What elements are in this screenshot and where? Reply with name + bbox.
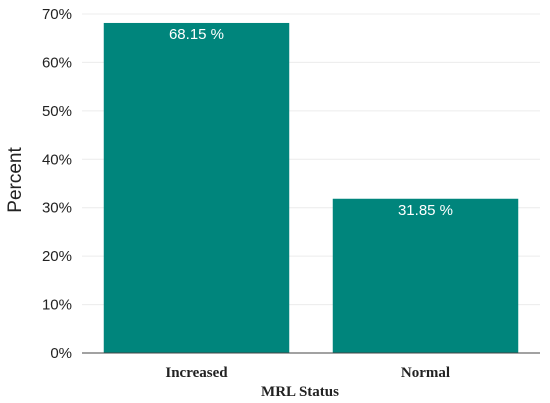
x-tick-label: Normal (401, 365, 450, 381)
bar-increased (103, 22, 290, 353)
x-axis-ticks: Increased Normal (165, 365, 450, 381)
y-tick-label: 10% (42, 297, 72, 314)
y-tick-label: 70% (42, 6, 72, 23)
y-axis-ticks: 0% 10% 20% 30% 40% 50% 60% 70% (42, 6, 72, 362)
y-tick-label: 30% (42, 200, 72, 217)
bars (103, 22, 519, 353)
y-tick-label: 40% (42, 151, 72, 168)
y-axis-title: Percent (5, 147, 26, 213)
data-label: 31.85 % (398, 202, 453, 219)
y-tick-label: 50% (42, 103, 72, 120)
x-axis-title: MRL Status (261, 384, 339, 400)
data-labels: 68.15 % 31.85 % (169, 26, 453, 219)
x-tick-label: Increased (165, 365, 228, 381)
y-tick-label: 0% (50, 345, 72, 362)
bar-normal (332, 198, 519, 353)
data-label: 68.15 % (169, 26, 224, 43)
y-tick-label: 60% (42, 54, 72, 71)
y-tick-label: 20% (42, 248, 72, 265)
